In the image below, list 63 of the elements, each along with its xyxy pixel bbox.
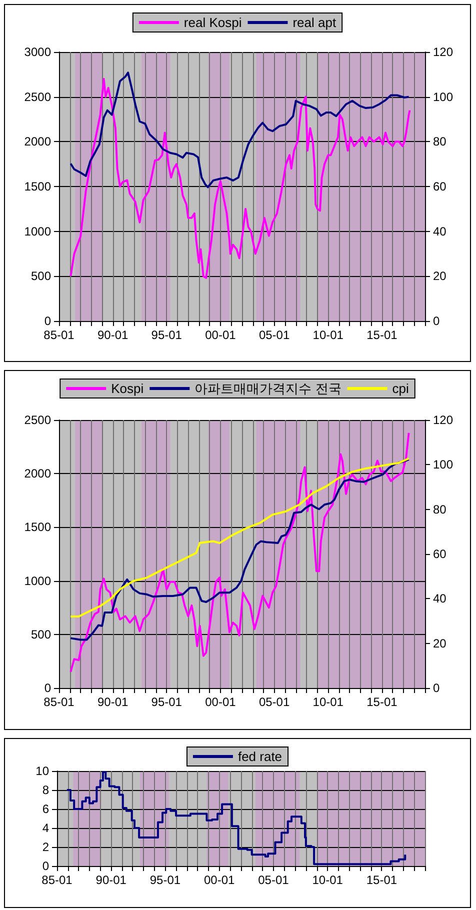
x-tick-label: 05-01: [258, 328, 290, 342]
y2-tick-label: 20: [433, 636, 447, 650]
x-tick-label: 95-01: [151, 695, 182, 709]
legend-label: cpi: [392, 381, 409, 396]
legend-label: Kospi: [111, 381, 144, 396]
line-series: [70, 78, 411, 279]
y-tick-label: 2000: [24, 466, 52, 481]
x-tick-label: 15-01: [366, 328, 398, 342]
y-tick-label: 10: [36, 764, 50, 778]
y2-tick-label: 120: [433, 45, 454, 59]
x-tick-label: 00-01: [205, 695, 236, 709]
y-tick-label: 0: [42, 859, 50, 873]
y2-tick-label: 0: [433, 681, 440, 695]
line-series: [70, 432, 410, 673]
x-tick-label: 15-01: [366, 695, 398, 709]
y2-tick-label: 60: [433, 180, 447, 194]
y-tick-label: 3000: [24, 45, 52, 59]
x-tick-label: 85-01: [44, 328, 75, 342]
x-tick-label: 05-01: [258, 873, 290, 887]
x-tick-label: 15-01: [366, 873, 398, 887]
y-tick-label: 1000: [24, 574, 52, 588]
y-tick-label: 4: [42, 821, 50, 835]
y2-tick-label: 100: [433, 90, 454, 104]
x-tick-label: 90-01: [96, 873, 127, 887]
x-tick-label: 00-01: [204, 873, 236, 887]
y2-tick-label: 60: [433, 547, 447, 561]
legend-label: 아파트매매가격지수 전국: [194, 381, 342, 396]
x-tick-label: 85-01: [42, 873, 73, 887]
legend-label: fed rate: [238, 749, 282, 764]
y2-tick-label: 20: [433, 269, 447, 284]
y-tick-label: 6: [42, 802, 50, 816]
legend-label: real apt: [292, 15, 336, 30]
y-tick-label: 2500: [24, 413, 52, 427]
y-tick-label: 1500: [24, 520, 52, 534]
y2-tick-label: 40: [433, 224, 447, 238]
y2-tick-label: 0: [433, 314, 440, 328]
y-tick-label: 8: [42, 783, 50, 797]
x-tick-label: 00-01: [205, 328, 236, 342]
y-tick-label: 2500: [24, 90, 52, 104]
y2-tick-label: 80: [433, 134, 447, 149]
y2-tick-label: 80: [433, 502, 447, 516]
x-tick-label: 90-01: [97, 695, 128, 709]
y-tick-label: 2000: [24, 134, 52, 149]
x-tick-label: 95-01: [150, 873, 181, 887]
y-tick-label: 1000: [24, 224, 52, 238]
x-tick-label: 10-01: [312, 873, 344, 887]
y-tick-label: 500: [30, 627, 52, 642]
y2-tick-label: 100: [433, 458, 454, 472]
y-tick-label: 0: [44, 314, 52, 328]
y-tick-label: 0: [44, 681, 52, 695]
y2-tick-label: 120: [433, 413, 454, 427]
legend-label: real Kospi: [184, 15, 242, 30]
line-series: [70, 72, 410, 188]
y-tick-label: 2: [42, 840, 50, 854]
x-tick-label: 95-01: [151, 328, 182, 342]
x-tick-label: 10-01: [312, 695, 344, 709]
y-tick-label: 500: [30, 269, 52, 284]
y2-tick-label: 40: [433, 592, 447, 606]
x-tick-label: 10-01: [312, 328, 344, 342]
x-tick-label: 90-01: [97, 328, 128, 342]
x-tick-label: 85-01: [44, 695, 75, 709]
x-tick-label: 05-01: [258, 695, 290, 709]
y-tick-label: 1500: [24, 180, 52, 194]
